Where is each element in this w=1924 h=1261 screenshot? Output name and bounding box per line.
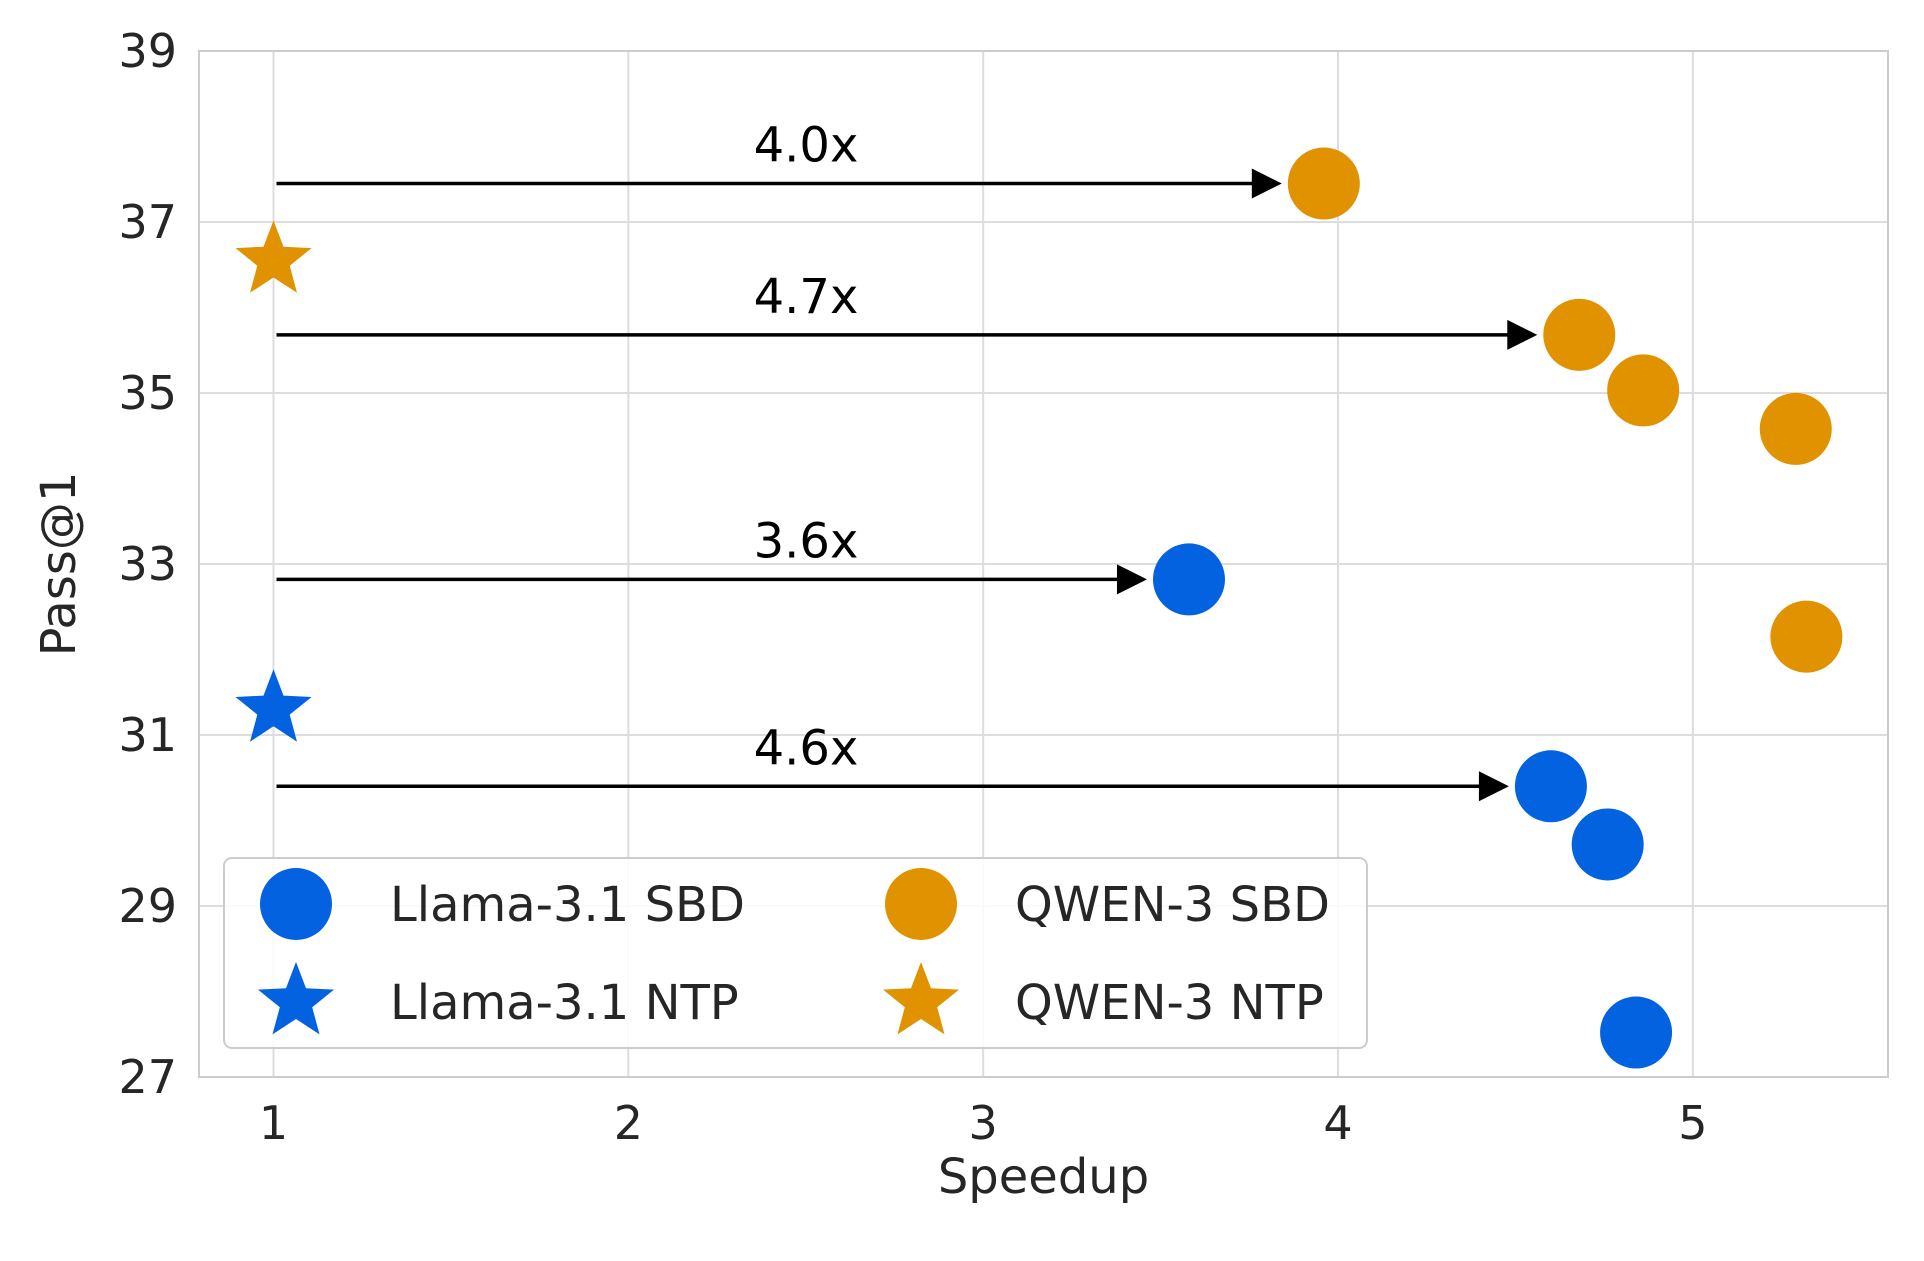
x-tick-label: 5 <box>1678 1096 1707 1150</box>
x-axis-title: Speedup <box>938 1149 1149 1205</box>
y-axis-title: Pass@1 <box>31 472 87 657</box>
x-tick-label: 4 <box>1323 1096 1352 1150</box>
arrowhead-icon <box>1116 564 1147 595</box>
data-point-circle <box>1287 147 1360 220</box>
data-point-circle <box>1152 543 1225 616</box>
legend-label: QWEN-3 SBD <box>1015 877 1330 933</box>
data-point-circle <box>1607 354 1680 427</box>
y-tick-label: 33 <box>118 537 177 591</box>
data-marks <box>235 147 1843 1069</box>
tick-labels: 1 2 3 4 5 27 29 31 33 35 37 39 <box>118 24 1707 1150</box>
legend: Llama-3.1 SBD Llama-3.1 NTP QWEN-3 SBD QWEN… <box>223 857 1368 1049</box>
legend-box <box>223 857 1368 1049</box>
legend-circle-icon <box>260 868 332 940</box>
y-tick-label: 31 <box>118 708 177 762</box>
x-tick-label: 3 <box>969 1096 998 1150</box>
y-tick-label: 37 <box>118 195 177 249</box>
data-point-circle <box>1543 298 1616 371</box>
annotation-layer: 4.0x 4.7x 3.6x 4.6x <box>276 118 1538 802</box>
data-point-circle <box>1600 996 1673 1069</box>
data-point-circle <box>1770 600 1843 673</box>
data-point-star <box>235 220 312 293</box>
arrowhead-icon <box>1251 168 1282 199</box>
speedup-label: 3.6x <box>754 513 859 569</box>
arrowhead-icon <box>1478 771 1509 802</box>
arrowhead-icon <box>1507 319 1538 350</box>
legend-star-icon <box>883 962 959 1035</box>
data-point-star <box>235 669 312 742</box>
data-point-circle <box>1759 392 1832 465</box>
legend-label: Llama-3.1 SBD <box>390 877 745 933</box>
x-tick-label: 1 <box>259 1096 288 1150</box>
x-tick-label: 2 <box>614 1096 643 1150</box>
y-tick-label: 39 <box>118 24 177 78</box>
y-tick-label: 35 <box>118 366 177 420</box>
data-point-circle <box>1514 750 1587 823</box>
legend-label: QWEN-3 NTP <box>1015 975 1324 1031</box>
legend-label: Llama-3.1 NTP <box>390 975 739 1031</box>
plot-frame <box>198 50 1889 1078</box>
legend-circle-icon <box>885 868 957 940</box>
speedup-label: 4.6x <box>754 720 859 776</box>
speedup-label: 4.7x <box>754 269 859 325</box>
y-tick-label: 27 <box>118 1050 177 1104</box>
data-point-circle <box>1571 808 1644 881</box>
y-tick-label: 29 <box>118 879 177 933</box>
legend-star-icon <box>258 962 334 1035</box>
speedup-label: 4.0x <box>754 118 859 174</box>
